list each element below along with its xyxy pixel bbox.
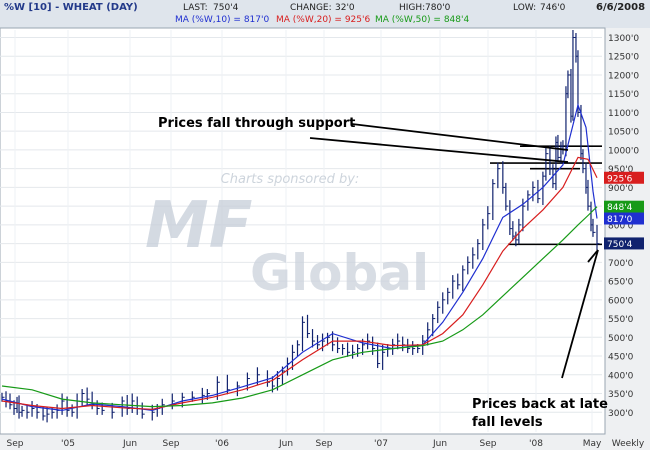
plot-area — [0, 27, 606, 435]
chart-title: %W [10] - WHEAT (DAY) — [4, 2, 138, 13]
y-tick-label: 500'0 — [608, 334, 634, 344]
chart-date: 6/6/2008 — [596, 2, 646, 13]
y-tick-label: 350'0 — [608, 390, 634, 400]
value-tag-box — [604, 237, 644, 250]
y-tick-label: 600'0 — [608, 296, 634, 306]
chart-header: %W [10] - WHEAT (DAY) LAST: 750'4 CHANGE… — [0, 0, 650, 28]
svg-text:Global: Global — [250, 244, 429, 302]
support-arrow — [309, 137, 569, 163]
y-tick-label: 450'0 — [608, 353, 634, 363]
ma-line — [1, 102, 598, 412]
x-tick-label: Jun — [432, 439, 447, 449]
y-tick-label: 700'0 — [608, 259, 634, 269]
value-tag-label: 925'6 — [607, 174, 633, 184]
x-tick-label: Sep — [7, 439, 24, 449]
svg-text:MF: MF — [145, 189, 252, 263]
x-tick-label: May — [583, 439, 602, 449]
y-tick-label: 1150'0 — [608, 90, 639, 100]
last-label: LAST: — [183, 3, 208, 13]
y-tick-label: 650'0 — [608, 278, 634, 288]
value-tag-label: 848'4 — [607, 203, 633, 213]
series-layer — [1, 30, 600, 423]
back-arrowhead — [587, 249, 599, 263]
x-tick-label: '05 — [61, 439, 75, 449]
y-tick-label: 1050'0 — [608, 128, 639, 138]
y-tick-label: 1100'0 — [608, 109, 639, 119]
y-tick-label: 550'0 — [608, 315, 634, 325]
value-tag-box — [604, 212, 644, 225]
ma50-legend: MA (%W,50) = 848'4 — [375, 15, 470, 25]
y-tick-label: 400'0 — [608, 371, 634, 381]
value-tags: 925'6 848'4 817'0 750'4 — [604, 171, 644, 250]
y-tick-label: 1250'0 — [608, 53, 639, 63]
y-tick-label: 1200'0 — [608, 71, 639, 81]
ma20-legend: MA (%W,20) = 925'6 — [276, 15, 371, 25]
x-tick-label: '08 — [529, 439, 543, 449]
grid — [0, 30, 602, 432]
change-value: 32'0 — [335, 3, 355, 13]
low-value: 746'0 — [540, 3, 566, 13]
support-arrow — [351, 123, 569, 151]
annotations: Prices fall through support Prices back … — [158, 116, 608, 430]
high-label: HIGH: — [399, 3, 426, 13]
value-tag-box — [604, 171, 644, 184]
x-tick-label: '06 — [215, 439, 229, 449]
x-tick-label: Sep — [316, 439, 333, 449]
value-tag-label: 817'0 — [607, 215, 633, 225]
y-tick-label: 900'0 — [608, 184, 634, 194]
mf-global-watermark: Charts sponsored by: MF Global — [145, 172, 429, 302]
change-label: CHANGE: — [290, 3, 332, 13]
x-tick-label: Sep — [163, 439, 180, 449]
y-tick-label: 1300'0 — [608, 34, 639, 44]
ma-line — [1, 206, 598, 408]
y-tick-label: 300'0 — [608, 409, 634, 419]
sponsor-text: Charts sponsored by: — [221, 172, 360, 187]
y-tick-label: 950'0 — [608, 165, 634, 175]
x-tick-label: Weekly — [612, 439, 645, 449]
high-value: 780'0 — [425, 3, 451, 13]
value-tag-label: 750'4 — [607, 240, 633, 250]
x-tick-label: Jun — [278, 439, 293, 449]
support-annotation: Prices fall through support — [158, 116, 355, 131]
back-annotation-line2: fall levels — [472, 415, 543, 430]
y-tick-label: 800'0 — [608, 221, 634, 231]
x-axis: Sep '05 Jun Sep '06 Jun Sep '07 Jun Sep '08 May Week… — [7, 439, 645, 449]
back-annotation-line1: Prices back at late — [472, 397, 608, 412]
value-tag-box — [604, 200, 644, 213]
x-tick-label: Jun — [122, 439, 137, 449]
x-tick-label: Sep — [480, 439, 497, 449]
y-tick-label: 1000'0 — [608, 146, 639, 156]
ma-line — [1, 156, 598, 410]
last-value: 750'4 — [213, 3, 239, 13]
low-label: LOW: — [513, 3, 537, 13]
y-axis: 300'0 350'0 400'0 450'0 500'0 550'0 600'0 650'0… — [608, 34, 639, 419]
ma10-legend: MA (%W,10) = 817'0 — [175, 15, 270, 25]
x-tick-label: '07 — [374, 439, 388, 449]
mf-global-logo: MF Global — [145, 189, 429, 302]
back-arrow — [561, 249, 599, 379]
